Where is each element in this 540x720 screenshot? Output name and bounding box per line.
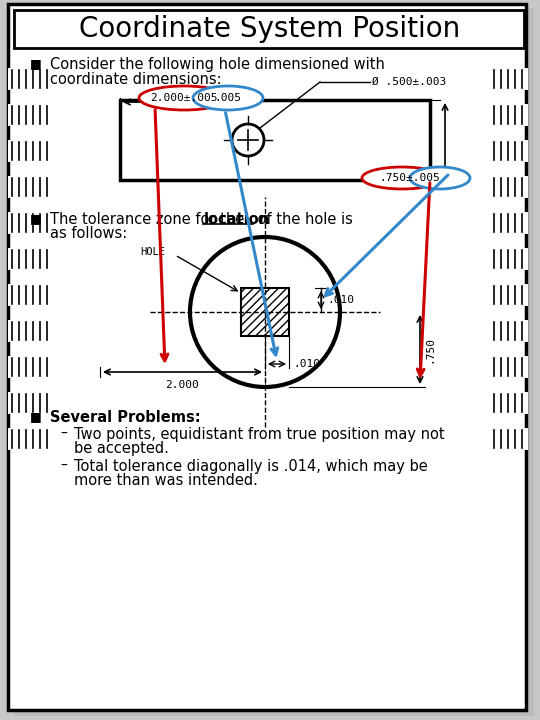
- Text: Ø .500±.003: Ø .500±.003: [372, 77, 446, 87]
- Bar: [490, 284, 528, 306]
- Bar: [8, 140, 50, 162]
- Bar: [490, 428, 528, 450]
- Bar: [490, 68, 528, 90]
- Bar: [8, 356, 50, 378]
- Text: .010: .010: [327, 295, 354, 305]
- Text: –: –: [60, 459, 67, 473]
- Text: HOLE: HOLE: [140, 247, 165, 257]
- Text: .010: .010: [293, 359, 320, 369]
- Bar: [8, 248, 50, 270]
- Circle shape: [232, 124, 264, 156]
- Bar: [490, 176, 528, 198]
- Bar: [8, 392, 50, 414]
- Bar: [14, 10, 524, 48]
- Text: be accepted.: be accepted.: [74, 441, 169, 456]
- Text: Coordinate System Position: Coordinate System Position: [79, 15, 461, 43]
- Bar: [490, 356, 528, 378]
- Ellipse shape: [193, 86, 263, 110]
- Bar: [490, 248, 528, 270]
- Text: as follows:: as follows:: [50, 226, 127, 241]
- Bar: [490, 140, 528, 162]
- Bar: [490, 104, 528, 126]
- Text: Two points, equidistant from true position may not: Two points, equidistant from true positi…: [74, 427, 444, 442]
- Bar: [241, 288, 289, 336]
- Text: location: location: [204, 212, 269, 227]
- Text: Several Problems:: Several Problems:: [50, 410, 201, 425]
- Bar: [8, 104, 50, 126]
- Ellipse shape: [410, 167, 470, 189]
- Bar: [8, 212, 50, 234]
- Text: .750: .750: [424, 336, 434, 363]
- Circle shape: [190, 237, 340, 387]
- Text: 2.000: 2.000: [166, 380, 199, 390]
- Text: .750±.005: .750±.005: [380, 173, 441, 183]
- Ellipse shape: [139, 86, 229, 110]
- Text: .005: .005: [214, 93, 241, 103]
- Text: ■: ■: [30, 410, 42, 423]
- Bar: [8, 284, 50, 306]
- Bar: [8, 176, 50, 198]
- Bar: [8, 320, 50, 342]
- Ellipse shape: [362, 167, 442, 189]
- Text: The tolerance zone for the: The tolerance zone for the: [50, 212, 249, 227]
- Text: of the hole is: of the hole is: [253, 212, 353, 227]
- Text: more than was intended.: more than was intended.: [74, 473, 258, 488]
- Text: Consider the following hole dimensioned with: Consider the following hole dimensioned …: [50, 57, 385, 72]
- Bar: [120, 100, 430, 180]
- Bar: [490, 392, 528, 414]
- Bar: [8, 68, 50, 90]
- Text: ■: ■: [30, 57, 42, 70]
- Text: ■: ■: [30, 212, 42, 225]
- Text: –: –: [60, 427, 67, 441]
- Text: Total tolerance diagonally is .014, which may be: Total tolerance diagonally is .014, whic…: [74, 459, 428, 474]
- Text: coordinate dimensions:: coordinate dimensions:: [50, 72, 221, 87]
- Bar: [8, 428, 50, 450]
- Text: 2.000±.005: 2.000±.005: [150, 93, 218, 103]
- Bar: [490, 320, 528, 342]
- Bar: [490, 212, 528, 234]
